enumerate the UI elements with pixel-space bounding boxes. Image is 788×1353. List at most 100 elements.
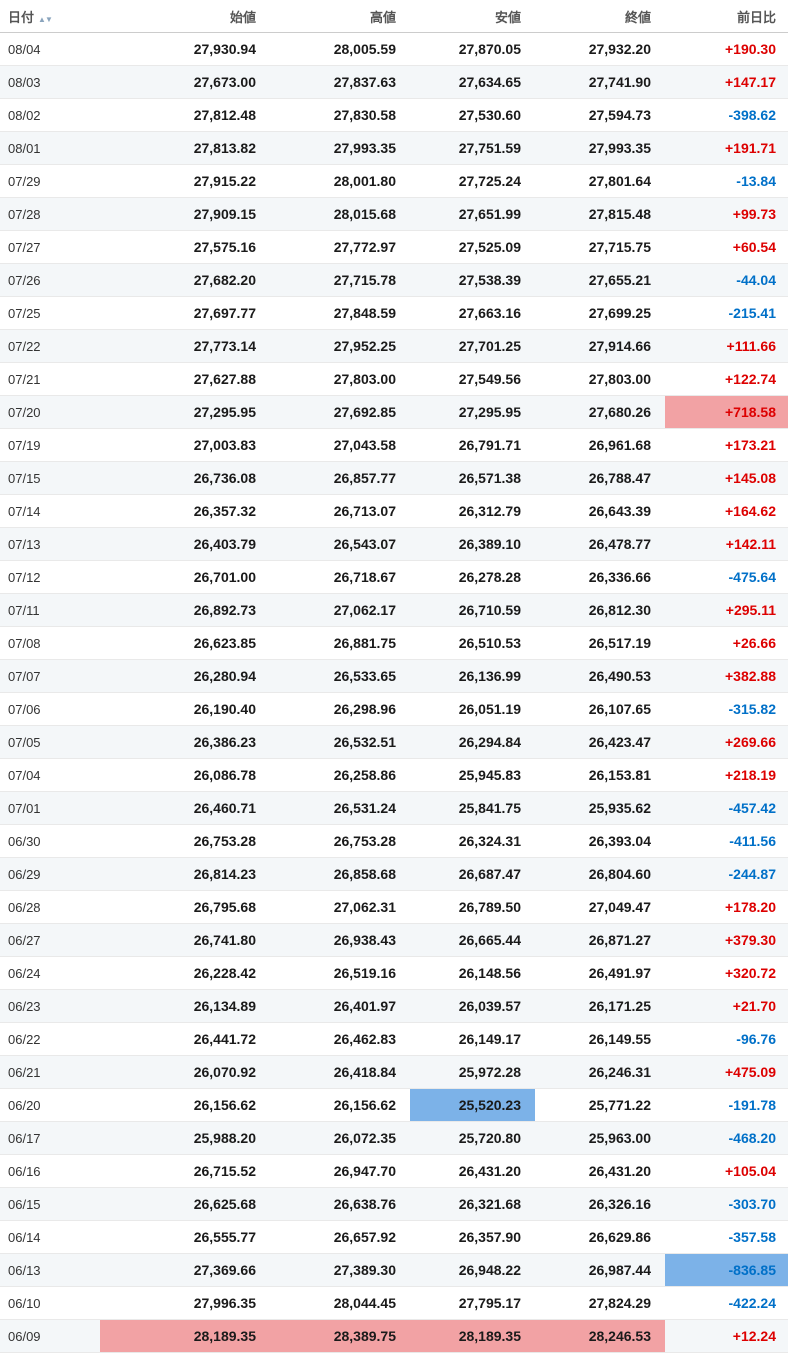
- cell-high: 27,993.35: [270, 131, 410, 165]
- cell-close: 25,935.62: [535, 791, 665, 825]
- cell-low: 26,149.17: [410, 1022, 535, 1056]
- cell-change: +145.08: [665, 461, 788, 495]
- cell-low: 26,948.22: [410, 1253, 535, 1287]
- cell-close: 26,393.04: [535, 824, 665, 858]
- cell-change: +105.04: [665, 1154, 788, 1188]
- cell-date: 06/14: [0, 1220, 100, 1254]
- cell-change: +111.66: [665, 329, 788, 363]
- cell-low: 26,789.50: [410, 890, 535, 924]
- cell-low: 26,136.99: [410, 659, 535, 693]
- cell-low: 27,795.17: [410, 1286, 535, 1320]
- cell-date: 07/01: [0, 791, 100, 825]
- cell-open: 27,773.14: [100, 329, 270, 363]
- cell-change: +218.19: [665, 758, 788, 792]
- cell-low: 26,710.59: [410, 593, 535, 627]
- cell-change: -836.85: [665, 1253, 788, 1287]
- cell-date: 07/14: [0, 494, 100, 528]
- header-high[interactable]: 高値: [270, 0, 410, 33]
- table-row: 07/08 26,623.85 26,881.75 26,510.53 26,517.1…: [0, 626, 788, 660]
- cell-close: 26,629.86: [535, 1220, 665, 1254]
- cell-low: 25,720.80: [410, 1121, 535, 1155]
- cell-change: +26.66: [665, 626, 788, 660]
- cell-date: 07/04: [0, 758, 100, 792]
- sort-descending-icon[interactable]: ▼: [44, 14, 53, 24]
- cell-low: 26,324.31: [410, 824, 535, 858]
- cell-open: 27,812.48: [100, 98, 270, 132]
- cell-date: 06/23: [0, 989, 100, 1023]
- cell-high: 26,532.51: [270, 725, 410, 759]
- header-row: 日付 ▲▼ 始値 高値 安値 終値 前日比: [0, 0, 788, 33]
- cell-high: 26,531.24: [270, 791, 410, 825]
- table-row: 06/15 26,625.68 26,638.76 26,321.68 26,326.1…: [0, 1187, 788, 1221]
- cell-close: 26,153.81: [535, 758, 665, 792]
- sort-ascending-icon[interactable]: ▲: [38, 14, 46, 24]
- cell-change: +382.88: [665, 659, 788, 693]
- cell-open: 28,189.35: [100, 1319, 270, 1353]
- cell-close: 27,049.47: [535, 890, 665, 924]
- header-close[interactable]: 終値: [535, 0, 665, 33]
- cell-low: 26,389.10: [410, 527, 535, 561]
- cell-change: -315.82: [665, 692, 788, 726]
- cell-high: 26,638.76: [270, 1187, 410, 1221]
- table-row: 06/23 26,134.89 26,401.97 26,039.57 26,171.2…: [0, 989, 788, 1023]
- cell-low: 25,945.83: [410, 758, 535, 792]
- header-low[interactable]: 安値: [410, 0, 535, 33]
- cell-change: +178.20: [665, 890, 788, 924]
- header-date-label: 日付: [8, 9, 35, 25]
- table-row: 07/04 26,086.78 26,258.86 25,945.83 26,153.8…: [0, 758, 788, 792]
- cell-low: 26,431.20: [410, 1154, 535, 1188]
- cell-low: 25,520.23: [410, 1088, 535, 1122]
- cell-close: 26,431.20: [535, 1154, 665, 1188]
- cell-low: 26,357.90: [410, 1220, 535, 1254]
- header-open[interactable]: 始値: [100, 0, 270, 33]
- header-date[interactable]: 日付 ▲▼: [0, 0, 100, 33]
- cell-change: +718.58: [665, 395, 788, 429]
- cell-date: 07/05: [0, 725, 100, 759]
- cell-high: 27,062.17: [270, 593, 410, 627]
- table-row: 07/26 27,682.20 27,715.78 27,538.39 27,655.2…: [0, 263, 788, 297]
- cell-low: 25,972.28: [410, 1055, 535, 1089]
- cell-change: +99.73: [665, 197, 788, 231]
- table-row: 07/22 27,773.14 27,952.25 27,701.25 27,914.6…: [0, 329, 788, 363]
- cell-date: 06/09: [0, 1319, 100, 1353]
- cell-close: 26,961.68: [535, 428, 665, 462]
- cell-low: 26,321.68: [410, 1187, 535, 1221]
- cell-high: 27,837.63: [270, 65, 410, 99]
- table-row: 07/07 26,280.94 26,533.65 26,136.99 26,490.5…: [0, 659, 788, 693]
- cell-open: 27,673.00: [100, 65, 270, 99]
- cell-date: 07/29: [0, 164, 100, 198]
- cell-high: 26,947.70: [270, 1154, 410, 1188]
- table-row: 06/27 26,741.80 26,938.43 26,665.44 26,871.2…: [0, 923, 788, 957]
- table-row: 06/17 25,988.20 26,072.35 25,720.80 25,963.0…: [0, 1121, 788, 1155]
- cell-low: 27,525.09: [410, 230, 535, 264]
- cell-low: 26,510.53: [410, 626, 535, 660]
- cell-change: -457.42: [665, 791, 788, 825]
- cell-close: 27,914.66: [535, 329, 665, 363]
- cell-high: 26,462.83: [270, 1022, 410, 1056]
- cell-date: 06/22: [0, 1022, 100, 1056]
- cell-close: 26,812.30: [535, 593, 665, 627]
- cell-open: 25,988.20: [100, 1121, 270, 1155]
- cell-high: 27,803.00: [270, 362, 410, 396]
- cell-change: -475.64: [665, 560, 788, 594]
- cell-change: -422.24: [665, 1286, 788, 1320]
- table-row: 07/14 26,357.32 26,713.07 26,312.79 26,643.3…: [0, 494, 788, 528]
- cell-low: 28,189.35: [410, 1319, 535, 1353]
- cell-change: +475.09: [665, 1055, 788, 1089]
- cell-high: 26,753.28: [270, 824, 410, 858]
- cell-open: 27,295.95: [100, 395, 270, 429]
- cell-high: 26,533.65: [270, 659, 410, 693]
- cell-high: 26,543.07: [270, 527, 410, 561]
- cell-high: 28,044.45: [270, 1286, 410, 1320]
- table-row: 07/28 27,909.15 28,015.68 27,651.99 27,815.4…: [0, 197, 788, 231]
- cell-open: 26,386.23: [100, 725, 270, 759]
- header-change[interactable]: 前日比: [665, 0, 788, 33]
- cell-open: 26,228.42: [100, 956, 270, 990]
- cell-open: 27,369.66: [100, 1253, 270, 1287]
- cell-date: 07/06: [0, 692, 100, 726]
- cell-open: 26,190.40: [100, 692, 270, 726]
- cell-close: 26,107.65: [535, 692, 665, 726]
- cell-open: 27,996.35: [100, 1286, 270, 1320]
- cell-close: 26,246.31: [535, 1055, 665, 1089]
- cell-open: 27,003.83: [100, 428, 270, 462]
